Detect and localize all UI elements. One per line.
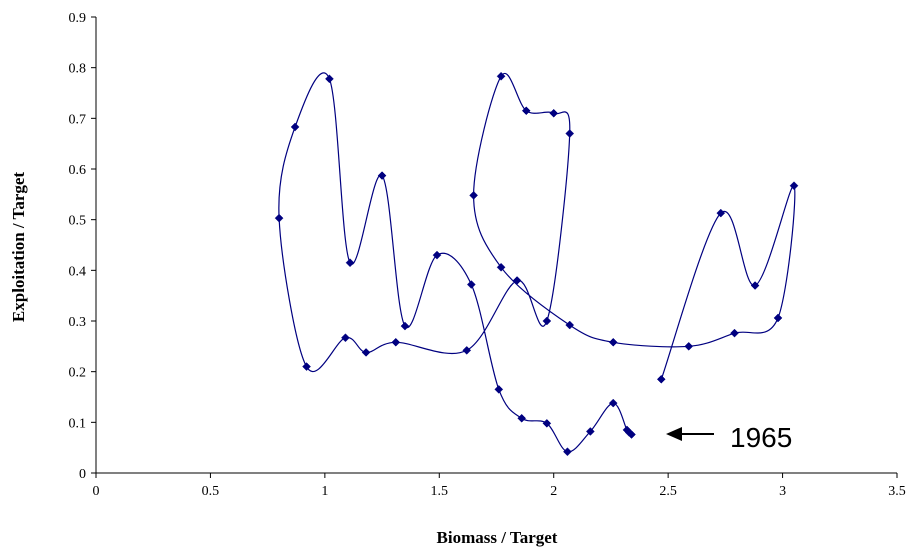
data-point xyxy=(608,337,618,347)
y-tick-label: 0.2 xyxy=(69,366,87,381)
data-point xyxy=(608,398,618,408)
data-point xyxy=(622,425,632,435)
x-tick-label: 0.5 xyxy=(202,484,220,499)
data-point xyxy=(512,276,522,285)
data-point xyxy=(517,413,527,423)
axes xyxy=(91,16,898,478)
data-point xyxy=(391,337,401,347)
data-point xyxy=(542,418,552,428)
data-point xyxy=(656,374,666,384)
data-point xyxy=(542,316,552,326)
y-tick-label: 0.6 xyxy=(69,163,87,178)
annotation-1965: 1965 xyxy=(666,422,792,453)
x-tick-label: 1 xyxy=(321,484,328,499)
data-point xyxy=(563,447,572,457)
x-tick-label: 0 xyxy=(93,484,100,499)
data-point xyxy=(466,280,476,289)
data-point xyxy=(377,171,387,180)
data-point xyxy=(494,385,504,394)
data-point xyxy=(585,427,595,436)
y-tick-label: 0.9 xyxy=(69,11,87,26)
y-tick-label: 0 xyxy=(79,467,86,482)
x-tick-label: 3.5 xyxy=(888,484,906,499)
data-point xyxy=(462,346,472,355)
data-point xyxy=(325,74,334,84)
y-tick-label: 0.5 xyxy=(69,214,87,229)
data-point xyxy=(565,320,575,330)
data-point xyxy=(716,208,726,218)
x-tick-label: 1.5 xyxy=(431,484,449,499)
data-point xyxy=(496,262,506,272)
data-point xyxy=(684,341,694,351)
series-line xyxy=(278,72,796,453)
x-axis-label: Biomass / Target xyxy=(437,528,558,547)
tick-labels: 0 0.1 0.2 0.3 0.4 0.5 0.6 0.7 0.8 0.9 0 0.5 1 1.5 2 2.5… xyxy=(69,11,906,499)
data-point xyxy=(549,108,559,118)
y-axis-label: Exploitation / Target xyxy=(9,172,28,323)
data-point xyxy=(750,281,760,290)
data-point xyxy=(496,71,506,81)
x-tick-label: 2 xyxy=(550,484,557,499)
data-point xyxy=(290,122,300,132)
data-point xyxy=(400,321,410,331)
data-point xyxy=(565,129,575,138)
y-tick-label: 0.1 xyxy=(69,416,87,431)
data-point xyxy=(274,213,284,223)
data-point xyxy=(302,362,311,371)
data-point xyxy=(341,333,350,343)
data-point xyxy=(469,190,478,200)
data-point xyxy=(345,258,355,268)
data-point xyxy=(432,250,442,260)
y-tick-label: 0.3 xyxy=(69,315,87,330)
data-point xyxy=(361,348,371,357)
data-point xyxy=(789,181,799,191)
x-tick-label: 3 xyxy=(779,484,786,499)
annotation-arrow-head xyxy=(666,427,682,441)
data-point xyxy=(521,106,531,116)
data-point xyxy=(773,313,783,323)
annotation-label: 1965 xyxy=(730,422,792,453)
x-tick-label: 2.5 xyxy=(659,484,677,499)
series-layer xyxy=(274,71,799,457)
y-tick-label: 0.7 xyxy=(69,112,87,127)
data-point xyxy=(730,328,739,338)
y-tick-label: 0.4 xyxy=(69,264,87,279)
y-tick-label: 0.8 xyxy=(69,62,87,77)
